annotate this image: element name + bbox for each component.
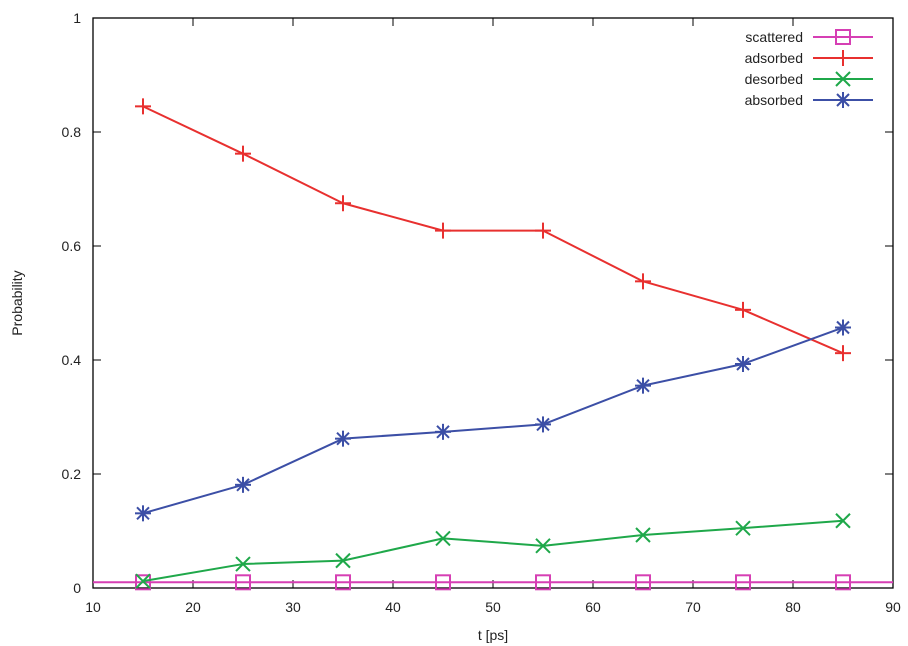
point-adsorbed xyxy=(335,195,351,212)
y-axis-title: Probability xyxy=(9,270,25,335)
y-tick-label: 0.2 xyxy=(62,466,82,482)
point-absorbed xyxy=(135,505,151,522)
point-desorbed xyxy=(535,538,551,554)
point-adsorbed xyxy=(435,222,451,239)
point-adsorbed xyxy=(535,222,551,239)
x-tick-label: 90 xyxy=(885,599,901,615)
x-tick-label: 50 xyxy=(485,599,501,615)
legend-entry-scattered: scattered xyxy=(745,29,873,45)
x-tick-label: 30 xyxy=(285,599,301,615)
series-absorbed xyxy=(135,319,851,522)
legend-label: absorbed xyxy=(745,92,803,108)
x-tick-label: 40 xyxy=(385,599,401,615)
point-adsorbed xyxy=(835,345,851,362)
x-tick-label: 60 xyxy=(585,599,601,615)
point-desorbed xyxy=(735,520,751,536)
point-desorbed xyxy=(635,527,651,543)
series-adsorbed xyxy=(135,98,851,362)
point-scattered xyxy=(335,574,351,591)
series-scattered xyxy=(93,574,893,591)
point-scattered xyxy=(135,574,151,591)
legend-entry-absorbed: absorbed xyxy=(745,92,873,108)
legend-swatch-marker xyxy=(835,71,851,87)
point-scattered xyxy=(235,574,251,591)
series-line-absorbed xyxy=(142,326,844,515)
legend-swatch-marker xyxy=(835,92,851,108)
point-adsorbed xyxy=(635,273,651,290)
point-desorbed xyxy=(335,552,351,569)
point-absorbed xyxy=(735,355,751,372)
legend-label: scattered xyxy=(745,29,803,45)
y-tick-label: 0.4 xyxy=(62,352,82,368)
x-tick-label: 10 xyxy=(85,599,101,615)
point-scattered xyxy=(535,574,551,591)
legend-swatch-marker xyxy=(835,50,851,66)
chart-series-group xyxy=(93,98,893,591)
point-desorbed xyxy=(135,573,151,589)
point-absorbed xyxy=(835,319,851,336)
point-absorbed xyxy=(635,377,651,394)
point-absorbed xyxy=(535,416,551,433)
point-adsorbed xyxy=(135,98,151,115)
point-scattered xyxy=(435,574,451,591)
y-tick-label: 0.8 xyxy=(62,124,82,140)
point-desorbed xyxy=(835,513,851,529)
point-absorbed xyxy=(235,476,251,493)
y-tick-label: 1 xyxy=(73,10,81,26)
legend-entry-desorbed: desorbed xyxy=(745,71,873,87)
point-absorbed xyxy=(435,423,451,440)
legend-swatch-marker xyxy=(835,29,851,45)
legend-label: adsorbed xyxy=(745,50,803,66)
x-tick-label: 20 xyxy=(185,599,201,615)
point-scattered xyxy=(835,574,851,591)
point-scattered xyxy=(635,574,651,591)
point-absorbed xyxy=(335,430,351,447)
point-adsorbed xyxy=(235,145,251,162)
y-tick-label: 0 xyxy=(73,580,81,596)
x-axis-title: t [ps] xyxy=(478,627,508,643)
point-scattered xyxy=(735,574,751,591)
legend-entry-adsorbed: adsorbed xyxy=(745,50,873,66)
point-adsorbed xyxy=(735,301,751,318)
series-line-desorbed xyxy=(142,519,844,583)
legend-label: desorbed xyxy=(745,71,803,87)
point-desorbed xyxy=(235,556,251,572)
point-desorbed xyxy=(435,530,451,547)
chart-axes: 10 20 30 40 50 60 70 80 90 0 0.2 0.4 0.6 0.8 1 xyxy=(62,10,901,615)
x-tick-label: 80 xyxy=(785,599,801,615)
chart-legend: scattered adsorbed desorbed absorbed xyxy=(745,29,873,108)
series-line-adsorbed xyxy=(142,105,844,355)
series-desorbed xyxy=(135,513,851,589)
y-tick-label: 0.6 xyxy=(62,238,82,254)
x-tick-label: 70 xyxy=(685,599,701,615)
